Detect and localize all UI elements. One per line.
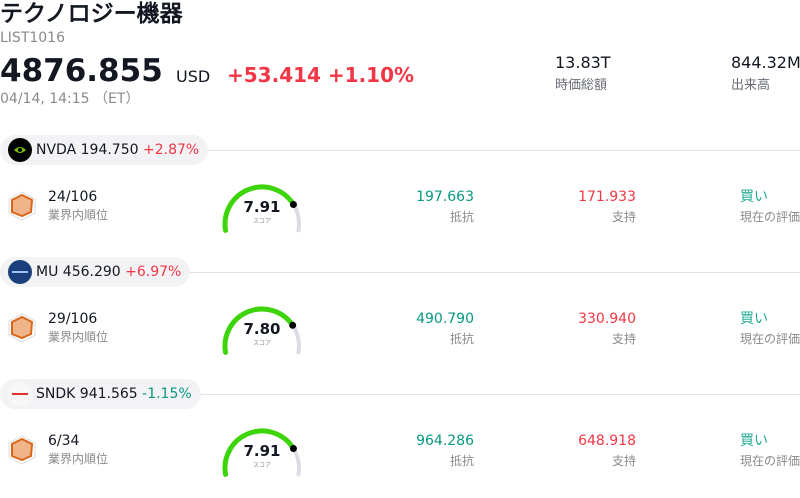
timestamp: 04/14, 14:15 （ET） bbox=[0, 91, 140, 107]
hexagon-rank-icon bbox=[8, 313, 36, 343]
price-change: +53.414 +1.10% bbox=[227, 64, 414, 87]
industry-rank: 6/34 bbox=[48, 433, 80, 449]
stock-change: -1.15% bbox=[142, 385, 192, 402]
stock-change: +2.87% bbox=[142, 141, 200, 158]
stock-row-sndk[interactable]: SNDK 941.565 -1.15% 6/34 業界内順位 7.91 スコア … bbox=[0, 376, 800, 498]
score-value: 7.91 bbox=[243, 442, 281, 460]
support-label: 支持 bbox=[611, 210, 636, 224]
stock-price: 941.565 bbox=[79, 385, 138, 402]
change-value: +53.414 bbox=[227, 63, 321, 87]
stock-price: 194.750 bbox=[80, 141, 139, 158]
resistance-label: 抵抗 bbox=[449, 332, 474, 346]
hexagon-rank-icon bbox=[8, 435, 36, 465]
ticker: MU bbox=[36, 263, 59, 280]
ticker-pill[interactable]: SNDK 941.565 -1.15% bbox=[0, 379, 201, 409]
gauge-fill bbox=[222, 428, 296, 477]
gauge-fill bbox=[222, 306, 296, 355]
score-value: 7.91 bbox=[243, 198, 281, 216]
gauge-dot bbox=[289, 201, 297, 209]
list-code: LIST1016 bbox=[0, 30, 65, 46]
score-gauge bbox=[222, 184, 301, 233]
industry-rank-label: 業界内順位 bbox=[48, 208, 109, 222]
support-label: 支持 bbox=[611, 332, 636, 346]
market-cap-label: 時価総額 bbox=[555, 78, 608, 93]
rating-label: 現在の評価 bbox=[740, 454, 800, 468]
divider bbox=[190, 150, 800, 151]
change-pct: +1.10% bbox=[327, 63, 415, 87]
sandisk-logo-icon bbox=[8, 382, 32, 406]
page-title: テクノロジー機器 bbox=[0, 1, 183, 27]
industry-rank: 24/106 bbox=[48, 189, 98, 205]
ticker-pill[interactable]: NVDA 194.750 +2.87% bbox=[0, 135, 209, 165]
gauge-dot bbox=[289, 321, 297, 329]
stock-row-nvda[interactable]: NVDA 194.750 +2.87% 24/106 業界内順位 7.91 スコ… bbox=[0, 132, 800, 254]
rating-label: 現在の評価 bbox=[740, 332, 800, 346]
currency: USD bbox=[176, 67, 211, 86]
resistance-label: 抵抗 bbox=[449, 454, 474, 468]
hexagon-rank-icon bbox=[8, 191, 36, 221]
ticker-pill[interactable]: MU 456.290 +6.97% bbox=[0, 257, 191, 287]
resistance-value: 197.663 bbox=[416, 189, 474, 205]
stock-row-mu[interactable]: MU 456.290 +6.97% 29/106 業界内順位 7.80 スコア … bbox=[0, 254, 800, 376]
divider bbox=[190, 394, 800, 395]
support-label: 支持 bbox=[611, 454, 636, 468]
industry-rank-label: 業界内順位 bbox=[48, 330, 109, 344]
nvidia-logo-icon bbox=[8, 138, 32, 162]
score-label: スコア bbox=[252, 340, 271, 347]
micron-logo-icon bbox=[8, 260, 32, 284]
divider bbox=[190, 272, 800, 273]
rating-value: 買い bbox=[740, 433, 768, 449]
gauge-fill bbox=[222, 184, 296, 233]
stock-change: +6.97% bbox=[125, 263, 182, 280]
rating-label: 現在の評価 bbox=[740, 210, 800, 224]
index-price: 4876.855 bbox=[0, 53, 163, 89]
stock-price: 456.290 bbox=[62, 263, 121, 280]
resistance-label: 抵抗 bbox=[449, 210, 474, 224]
score-label: スコア bbox=[252, 462, 271, 469]
market-cap: 13.83T bbox=[555, 53, 611, 72]
resistance-value: 964.286 bbox=[416, 433, 474, 449]
industry-rank: 29/106 bbox=[48, 311, 98, 327]
support-value: 171.933 bbox=[578, 189, 636, 205]
ticker: SNDK bbox=[36, 385, 76, 402]
score-value: 7.80 bbox=[243, 320, 281, 338]
resistance-value: 490.790 bbox=[416, 311, 474, 327]
support-value: 330.940 bbox=[578, 311, 636, 327]
volume-label: 出来高 bbox=[731, 78, 771, 93]
support-value: 648.918 bbox=[578, 433, 636, 449]
score-gauge bbox=[222, 428, 301, 477]
score-label: スコア bbox=[252, 218, 271, 225]
gauge-dot bbox=[289, 445, 297, 453]
volume: 844.32M bbox=[731, 53, 800, 72]
industry-rank-label: 業界内順位 bbox=[48, 452, 109, 466]
rating-value: 買い bbox=[740, 189, 768, 205]
rating-value: 買い bbox=[740, 311, 768, 327]
score-gauge bbox=[222, 306, 301, 355]
ticker: NVDA bbox=[36, 141, 77, 158]
